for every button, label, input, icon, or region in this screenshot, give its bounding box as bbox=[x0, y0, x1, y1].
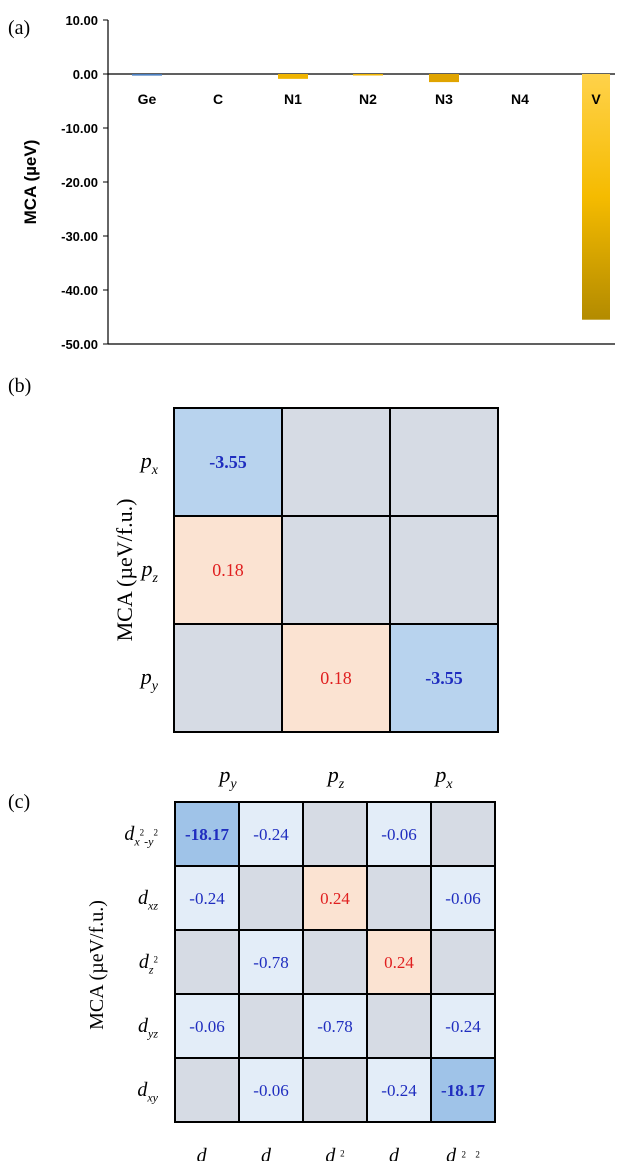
heatmap-cell bbox=[302, 993, 368, 1059]
x-label-d_x2-y2: dx2-y2 bbox=[446, 1145, 480, 1161]
category-label-Ge: Ge bbox=[138, 91, 157, 107]
heatmap-cell bbox=[430, 929, 496, 995]
heatmap-cell bbox=[430, 865, 496, 931]
category-label-N3: N3 bbox=[435, 91, 453, 107]
x-label-d_xy: dxy bbox=[197, 1145, 218, 1161]
cell-value: -0.06 bbox=[253, 1081, 288, 1100]
cell-value: -0.06 bbox=[381, 825, 416, 844]
heatmap-cell bbox=[174, 929, 240, 995]
cell-value: -0.06 bbox=[445, 889, 480, 908]
cell-value: -18.17 bbox=[441, 1081, 485, 1100]
y-label-p_x: px bbox=[139, 448, 159, 478]
x-label-p_z: pz bbox=[326, 762, 345, 792]
y-tick-label: -50.00 bbox=[61, 337, 98, 352]
x-label-p_y: py bbox=[217, 762, 237, 792]
heatmap-cell bbox=[430, 1057, 496, 1123]
heatmap-cell bbox=[281, 515, 391, 625]
panel-b-label: (b) bbox=[8, 375, 31, 397]
heatmap-cell bbox=[366, 993, 432, 1059]
cell-value: -0.24 bbox=[253, 825, 289, 844]
panel-c-heatmap: (c) MCA (µeV/f.u.) -18.17 -0.24 -0.06 -0.24… bbox=[8, 791, 496, 1166]
y-tick-label: 0.00 bbox=[73, 67, 98, 82]
cell-value: -0.24 bbox=[381, 1081, 417, 1100]
bar-N3 bbox=[429, 74, 459, 83]
category-label-N2: N2 bbox=[359, 91, 377, 107]
heatmap-cell bbox=[302, 1057, 368, 1123]
cell-value: 0.18 bbox=[320, 668, 352, 688]
heatmap-cell bbox=[281, 407, 391, 517]
heatmap-cell bbox=[389, 407, 499, 517]
heatmap-cell bbox=[281, 623, 391, 733]
category-label-N1: N1 bbox=[284, 91, 302, 107]
y-tick-label: -10.00 bbox=[61, 121, 98, 136]
heatmap-cell bbox=[389, 515, 499, 625]
cell-value: -3.55 bbox=[425, 668, 463, 688]
cell-value: -3.55 bbox=[209, 452, 247, 472]
cell-value: -18.17 bbox=[185, 825, 229, 844]
cell-value: -0.24 bbox=[445, 1017, 481, 1036]
heatmap-cell bbox=[174, 1057, 240, 1123]
heatmap-cell bbox=[174, 993, 240, 1059]
category-label-V: V bbox=[591, 91, 601, 107]
panel-c-label: (c) bbox=[8, 791, 30, 813]
cell-value: -0.06 bbox=[189, 1017, 224, 1036]
y-label-p_z: pz bbox=[140, 556, 159, 586]
x-label-d_xz: dxz bbox=[389, 1145, 409, 1161]
heatmap-cell bbox=[430, 801, 496, 867]
x-label-d_yz: dyz bbox=[261, 1145, 281, 1161]
y-label-d_z2: dz2 bbox=[139, 951, 158, 977]
heatmap-cell bbox=[302, 865, 368, 931]
heatmap-cell bbox=[302, 929, 368, 995]
y-tick-label: -40.00 bbox=[61, 283, 98, 298]
cell-value: -0.78 bbox=[317, 1017, 352, 1036]
cell-value: -0.78 bbox=[253, 953, 288, 972]
panel-b-heatmap: (b) MCA (µeV/f.u.) -3.55 0.18 0.18 -3.55 px… bbox=[8, 375, 499, 792]
panel-b-y-axis-label: MCA (µeV/f.u.) bbox=[112, 499, 137, 642]
bar-V bbox=[582, 74, 610, 320]
cell-value: 0.18 bbox=[212, 560, 244, 580]
panel-c-y-axis-label: MCA (µeV/f.u.) bbox=[86, 900, 108, 1030]
heatmap-cell bbox=[366, 801, 432, 867]
bar-Ge bbox=[132, 74, 162, 76]
heatmap-cell bbox=[238, 993, 304, 1059]
y-label-d_xy: dxy bbox=[137, 1079, 158, 1105]
category-label-N4: N4 bbox=[511, 91, 529, 107]
y-label-d_xz: dxz bbox=[138, 887, 158, 913]
x-label-p_x: px bbox=[433, 762, 453, 792]
y-label-d_yz: dyz bbox=[138, 1015, 158, 1041]
heatmap-cell bbox=[366, 865, 432, 931]
bar-N2 bbox=[353, 74, 383, 76]
heatmap-cell bbox=[173, 623, 283, 733]
heatmap-cell bbox=[389, 623, 499, 733]
category-label-C: C bbox=[213, 91, 223, 107]
y-tick-label: 10.00 bbox=[65, 13, 98, 28]
x-label-d_z2: dz2 bbox=[325, 1145, 344, 1161]
cell-value: 0.24 bbox=[384, 953, 414, 972]
y-label-p_y: py bbox=[139, 664, 159, 694]
heatmap-cell bbox=[238, 865, 304, 931]
panel-a-bar-chart: (a) 10.00 0.00 -10.00 -20.00 -30.00 -40.00 -50… bbox=[8, 13, 615, 352]
panel-a-y-axis-label: MCA (µeV) bbox=[21, 140, 40, 225]
heatmap-cell bbox=[302, 801, 368, 867]
cell-value: 0.24 bbox=[320, 889, 350, 908]
y-tick-label: -20.00 bbox=[61, 175, 98, 190]
panel-a-label: (a) bbox=[8, 17, 30, 39]
y-label-d_x2-y2: dx2-y2 bbox=[124, 823, 158, 849]
heatmap-cell bbox=[366, 1057, 432, 1123]
heatmap-cell bbox=[430, 993, 496, 1059]
bar-N1 bbox=[278, 74, 308, 79]
heatmap-cell bbox=[238, 1057, 304, 1123]
y-tick-label: -30.00 bbox=[61, 229, 98, 244]
heatmap-cell bbox=[173, 515, 283, 625]
heatmap-cell bbox=[238, 801, 304, 867]
heatmap-cell bbox=[174, 801, 240, 867]
cell-value: -0.24 bbox=[189, 889, 225, 908]
